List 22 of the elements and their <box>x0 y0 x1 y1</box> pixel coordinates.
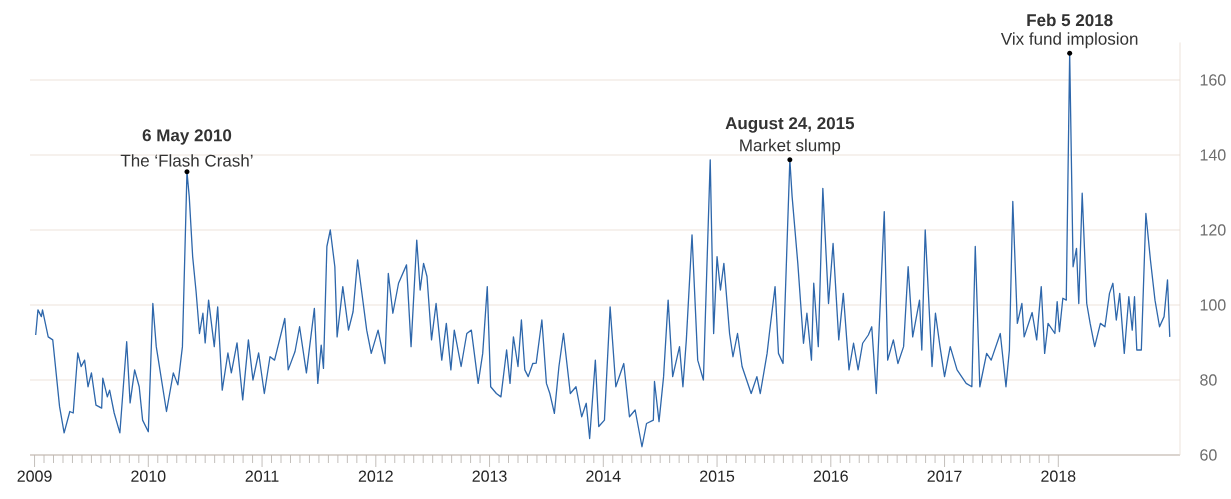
x-tick-label: 2017 <box>927 470 962 482</box>
annotation: August 24, 2015 <box>725 117 855 133</box>
annotation: Market slump <box>740 138 841 155</box>
x-tick-label: 2018 <box>1041 470 1076 482</box>
annotation: Vix fund implosion <box>1000 32 1138 49</box>
y-tick-label: 60 <box>1200 449 1217 461</box>
y-tick-label: 160 <box>1200 74 1226 86</box>
annotation: The ‘Flash Crash’ <box>120 154 253 167</box>
y-tick-label: 80 <box>1200 374 1217 386</box>
x-tick-label: 2015 <box>700 470 735 482</box>
x-tick-label: 2012 <box>358 470 393 482</box>
y-tick-label: 100 <box>1200 299 1226 311</box>
annotation: 6 May 2010 <box>142 129 232 145</box>
y-tick-label: 120 <box>1200 224 1226 236</box>
x-tick-label: 2016 <box>813 470 848 482</box>
x-tick-label: 2009 <box>17 470 52 482</box>
x-tick-label: 2011 <box>245 470 279 482</box>
x-tick-label: 2013 <box>472 470 507 482</box>
annotation: Feb 5 2018 <box>1027 13 1113 27</box>
x-tick-label: 2010 <box>131 470 166 482</box>
x-tick-label: 2014 <box>586 470 621 482</box>
y-tick-label: 140 <box>1200 149 1226 161</box>
